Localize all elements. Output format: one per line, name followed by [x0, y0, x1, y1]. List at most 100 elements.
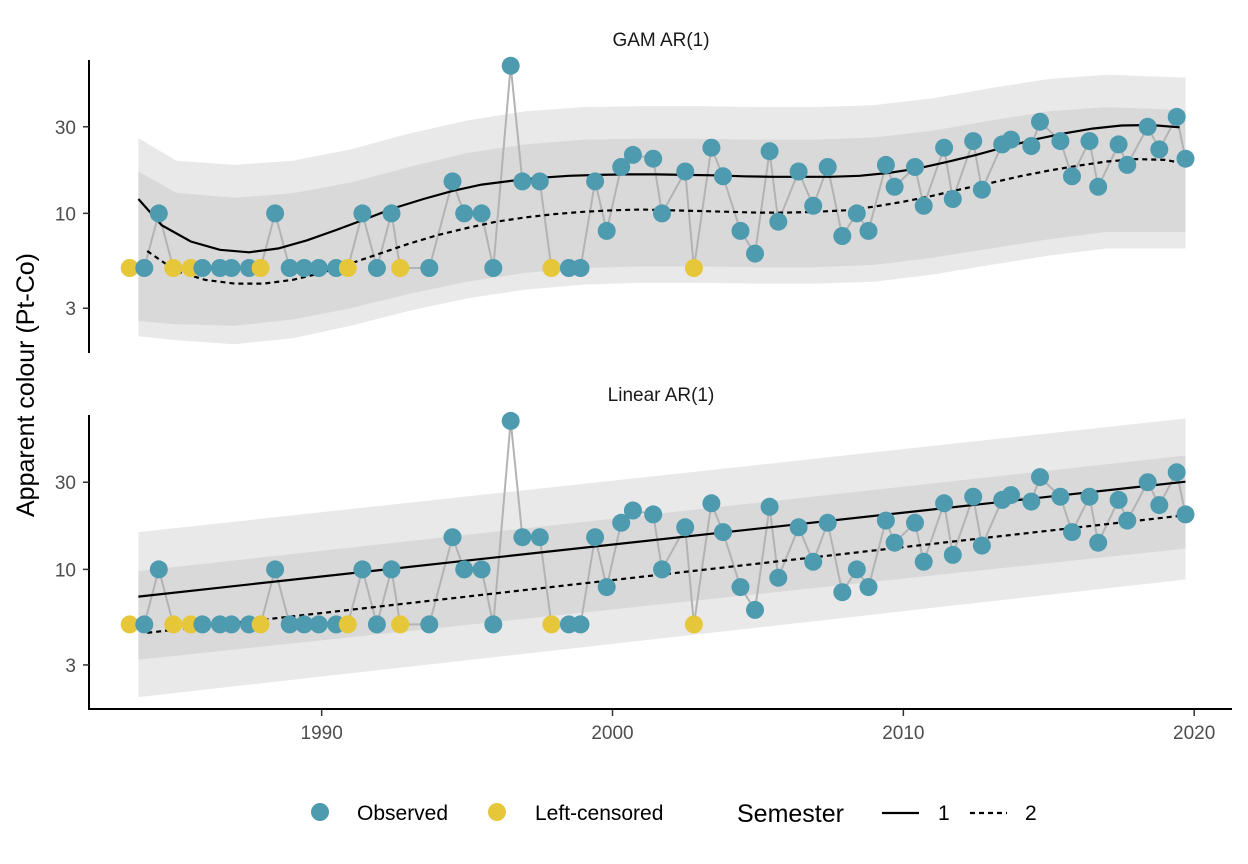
panel-gam-plot	[120, 56, 1195, 345]
observed-point	[353, 204, 372, 223]
observed-point	[1080, 487, 1099, 506]
observed-point	[1063, 523, 1081, 542]
observed-point	[586, 172, 605, 191]
observed-point	[266, 204, 285, 223]
observed-point	[964, 132, 983, 151]
censored-point	[542, 259, 561, 277]
observed-point	[472, 204, 491, 223]
observed-point	[597, 221, 616, 240]
observed-point	[530, 172, 549, 191]
legend-observed-label: Observed	[357, 802, 448, 825]
censored-point	[338, 259, 357, 277]
legend-censored-label: Left-censored	[535, 802, 663, 825]
observed-point	[1176, 505, 1195, 524]
observed-point	[149, 560, 168, 579]
y-tick-label: 30	[55, 118, 76, 139]
observed-point	[135, 615, 154, 634]
observed-point	[644, 149, 663, 168]
x-tick-label: 2020	[1173, 723, 1215, 744]
observed-point	[484, 259, 503, 277]
observed-point	[571, 615, 590, 634]
observed-point	[513, 172, 532, 191]
legend-semester-title: Semester	[737, 800, 844, 828]
observed-point	[731, 221, 750, 240]
observed-point	[833, 227, 852, 245]
observed-point	[193, 259, 212, 277]
observed-point	[367, 259, 386, 277]
observed-point	[818, 513, 837, 532]
observed-point	[676, 518, 695, 537]
x-tick-label: 1990	[301, 723, 343, 744]
x-tick-label: 2000	[591, 723, 633, 744]
censored-point	[542, 615, 561, 634]
observed-point	[760, 497, 779, 516]
observed-point	[149, 204, 168, 223]
y-tick-label: 10	[55, 560, 76, 581]
observed-point	[1002, 130, 1020, 149]
observed-point	[1031, 468, 1049, 487]
observed-point	[1080, 132, 1099, 151]
censored-point	[338, 615, 357, 634]
observed-point	[382, 204, 401, 223]
observed-point	[746, 244, 764, 263]
observed-point	[1150, 496, 1169, 515]
legend-semester-2-label: 2	[1025, 802, 1037, 825]
censored-point	[120, 259, 139, 277]
legend-observed-marker	[311, 803, 329, 821]
y-axis-ticks-gam: 3 10 30	[55, 118, 89, 320]
observed-point	[280, 615, 299, 634]
observed-point	[972, 536, 991, 555]
observed-point	[472, 560, 491, 579]
observed-point	[455, 560, 474, 579]
panel-title-linear: Linear AR(1)	[608, 385, 715, 406]
x-tick-label: 2010	[882, 723, 924, 744]
observed-point	[501, 411, 520, 430]
observed-point	[859, 221, 878, 240]
observed-point	[571, 259, 590, 277]
observed-point	[382, 560, 401, 579]
observed-point	[295, 615, 314, 634]
observed-point	[702, 494, 721, 513]
observed-point	[833, 583, 852, 602]
observed-point	[1089, 533, 1108, 552]
observed-point	[804, 196, 823, 215]
panel-gam: GAM AR(1) 3 10 30	[55, 30, 1195, 353]
observed-point	[1063, 167, 1081, 186]
observed-point	[943, 190, 962, 208]
censored-point	[251, 615, 270, 634]
observed-point	[135, 259, 154, 277]
observed-point	[818, 158, 837, 176]
observed-point	[623, 145, 642, 164]
observed-point	[714, 167, 732, 186]
observed-point	[644, 505, 663, 524]
observed-point	[501, 56, 520, 75]
observed-point	[193, 615, 212, 634]
observed-point	[1167, 107, 1186, 126]
censored-point	[120, 615, 139, 634]
observed-point	[731, 578, 750, 597]
observed-point	[876, 511, 895, 530]
censored-point	[251, 259, 270, 277]
observed-point	[484, 615, 503, 634]
observed-point	[1022, 492, 1041, 511]
y-tick-label: 3	[65, 299, 76, 320]
observed-point	[943, 545, 962, 564]
observed-point	[789, 162, 808, 181]
censored-point	[684, 259, 703, 277]
observed-point	[1118, 511, 1137, 530]
ribbon-inner-linear	[138, 455, 1186, 660]
y-axis-title: Apparent colour (Pt-Co)	[12, 253, 40, 517]
y-tick-label: 10	[55, 204, 76, 225]
observed-point	[222, 259, 241, 277]
observed-point	[702, 138, 721, 157]
observed-point	[1118, 155, 1137, 174]
observed-point	[653, 560, 671, 579]
y-tick-label: 3	[65, 656, 76, 677]
observed-point	[653, 204, 671, 223]
observed-point	[714, 523, 732, 542]
censored-point	[164, 259, 183, 277]
observed-point	[1138, 117, 1157, 136]
observed-point	[935, 138, 954, 157]
observed-point	[597, 578, 616, 597]
observed-point	[847, 204, 866, 223]
